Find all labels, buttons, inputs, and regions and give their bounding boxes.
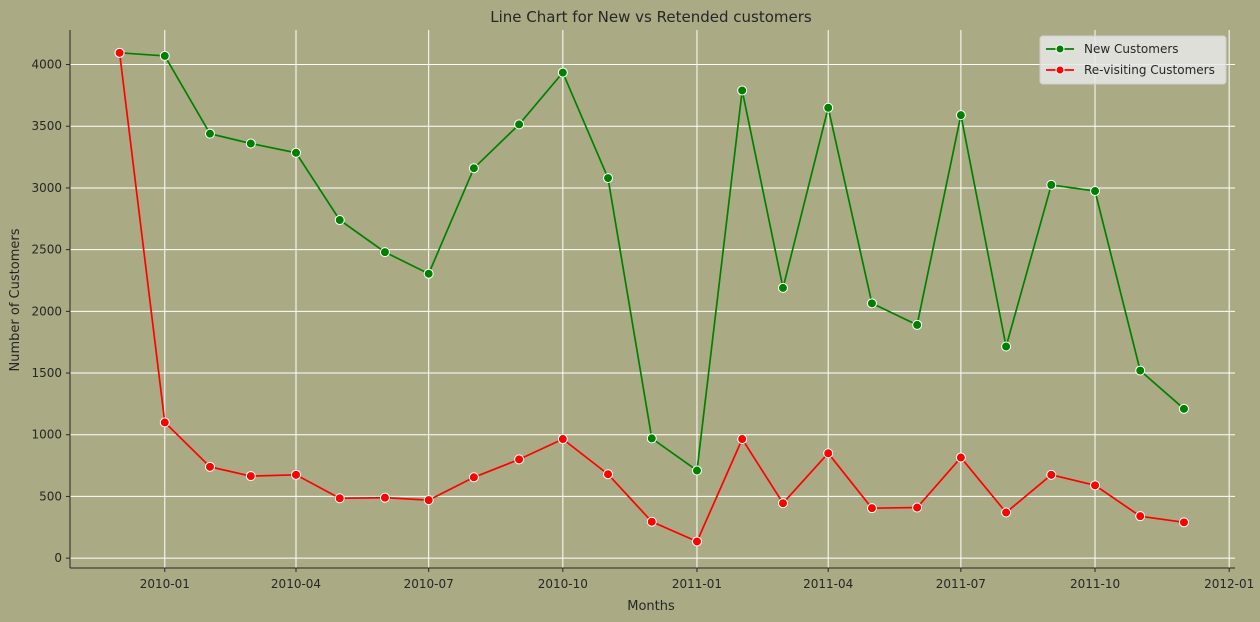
data-point: [777, 498, 788, 509]
data-point: [291, 469, 302, 480]
y-tick-label: 1000: [31, 428, 62, 442]
data-point: [737, 85, 748, 96]
data-point: [245, 138, 256, 149]
chart-title: Line Chart for New vs Retended customers: [490, 8, 812, 26]
x-axis-label: Months: [627, 599, 675, 614]
x-tick-label: 2011-07: [936, 577, 986, 591]
data-point: [514, 119, 525, 130]
data-point: [159, 50, 170, 61]
data-point: [955, 110, 966, 121]
data-point: [646, 433, 657, 444]
data-point: [468, 472, 479, 483]
data-point: [557, 434, 568, 445]
data-point: [823, 448, 834, 459]
x-ticks: 2010-01 2010-04 2010-07 2010-10 2011-01 2011-…: [70, 567, 1254, 591]
y-ticks: 0 500 1000 1500 2000 2500 3000 3500 4000: [31, 30, 71, 568]
legend-label: New Customers: [1084, 42, 1179, 56]
data-point: [245, 471, 256, 482]
data-point: [1046, 469, 1057, 480]
data-point: [291, 147, 302, 158]
plot-area: [70, 30, 1235, 568]
data-point: [912, 502, 923, 513]
x-tick-label: 2010-07: [404, 577, 454, 591]
data-point: [691, 536, 702, 547]
data-point: [737, 434, 748, 445]
data-point: [1090, 480, 1101, 491]
data-point: [777, 282, 788, 293]
data-point: [204, 461, 215, 472]
y-tick-label: 1500: [31, 366, 62, 380]
data-point: [1046, 179, 1057, 190]
legend-marker: [1055, 44, 1065, 54]
data-point: [468, 163, 479, 174]
data-point: [603, 469, 614, 480]
data-point: [1001, 341, 1012, 352]
legend-label: Re-visiting Customers: [1084, 63, 1215, 77]
data-point: [1178, 403, 1189, 414]
data-point: [334, 493, 345, 504]
y-tick-label: 0: [54, 551, 62, 565]
y-tick-label: 2500: [31, 243, 62, 257]
data-point: [646, 516, 657, 527]
y-tick-label: 3500: [31, 119, 62, 133]
data-point: [423, 268, 434, 279]
data-point: [423, 495, 434, 506]
legend: New Customers Re-visiting Customers: [1039, 35, 1227, 85]
data-point: [691, 465, 702, 476]
data-point: [912, 319, 923, 330]
data-point: [334, 215, 345, 226]
y-tick-label: 3000: [31, 181, 62, 195]
data-point: [823, 102, 834, 113]
data-point: [1090, 186, 1101, 197]
data-point: [866, 503, 877, 514]
data-point: [557, 67, 568, 78]
legend-marker: [1055, 65, 1065, 75]
series-1: [114, 47, 1189, 547]
data-point: [1135, 511, 1146, 522]
x-tick-label: 2011-04: [803, 577, 853, 591]
data-point: [204, 128, 215, 139]
series-layer: [114, 47, 1189, 547]
x-tick-label: 2011-10: [1070, 577, 1120, 591]
legend-box: [1039, 35, 1227, 85]
grid: [70, 30, 1235, 568]
x-tick-label: 2010-04: [271, 577, 321, 591]
data-point: [159, 417, 170, 428]
data-point: [1001, 507, 1012, 518]
data-point: [379, 492, 390, 503]
data-point: [1178, 517, 1189, 528]
series-0: [114, 47, 1189, 476]
data-point: [379, 247, 390, 258]
data-point: [955, 452, 966, 463]
x-tick-label: 2011-01: [672, 577, 722, 591]
x-tick-label: 2010-10: [538, 577, 588, 591]
y-tick-label: 4000: [31, 58, 62, 72]
data-point: [514, 454, 525, 465]
y-axis-label: Number of Customers: [8, 228, 23, 371]
data-point: [866, 298, 877, 309]
data-point: [1135, 365, 1146, 376]
x-tick-label: 2012-01: [1204, 577, 1254, 591]
y-tick-label: 2000: [31, 304, 62, 318]
y-tick-label: 500: [39, 489, 62, 503]
data-point: [603, 173, 614, 184]
data-point: [114, 47, 125, 58]
x-tick-label: 2010-01: [140, 577, 190, 591]
